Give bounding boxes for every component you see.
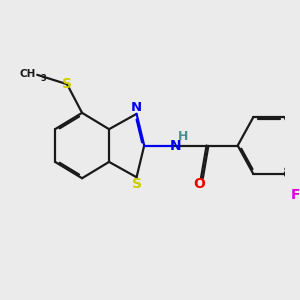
- Text: 3: 3: [40, 74, 46, 83]
- Text: S: S: [132, 177, 142, 191]
- Text: F: F: [291, 188, 300, 202]
- Text: O: O: [194, 177, 206, 191]
- Text: H: H: [178, 130, 188, 143]
- Text: N: N: [169, 139, 181, 152]
- Text: CH: CH: [20, 69, 36, 79]
- Text: N: N: [131, 101, 142, 114]
- Text: S: S: [62, 77, 72, 91]
